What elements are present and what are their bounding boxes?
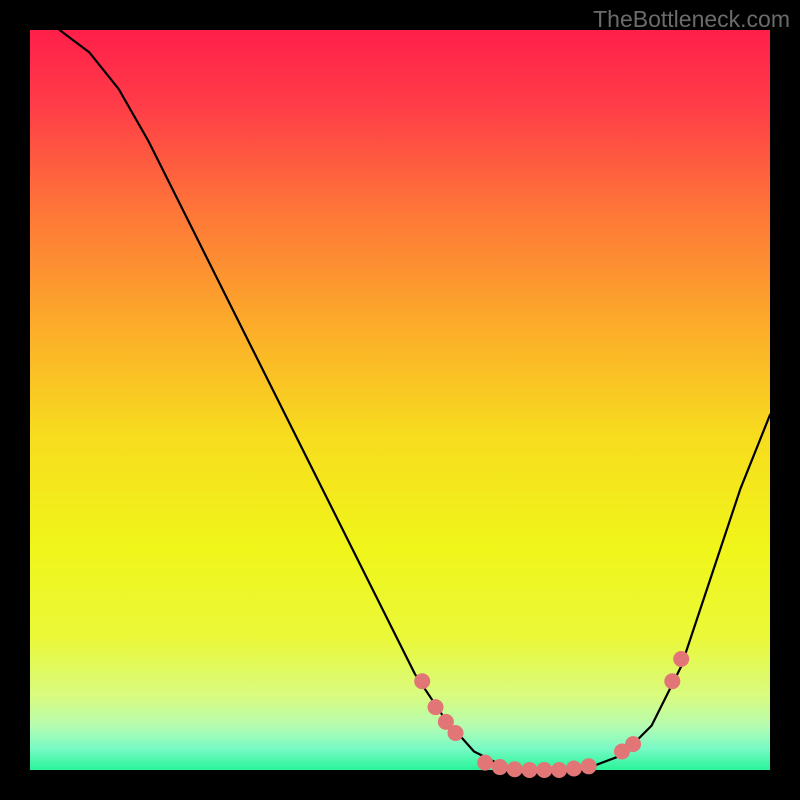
data-marker [448, 726, 463, 741]
data-marker [665, 674, 680, 689]
bottleneck-chart [0, 0, 800, 800]
chart-container: TheBottleneck.com [0, 0, 800, 800]
data-marker [674, 652, 689, 667]
data-marker [537, 763, 552, 778]
data-marker [415, 674, 430, 689]
data-marker [626, 737, 641, 752]
data-marker [492, 760, 507, 775]
data-marker [478, 755, 493, 770]
data-marker [566, 761, 581, 776]
plot-gradient-background [30, 30, 770, 770]
data-marker [522, 763, 537, 778]
data-marker [428, 700, 443, 715]
data-marker [581, 759, 596, 774]
data-marker [507, 762, 522, 777]
data-marker [552, 763, 567, 778]
attribution-label: TheBottleneck.com [593, 6, 790, 33]
